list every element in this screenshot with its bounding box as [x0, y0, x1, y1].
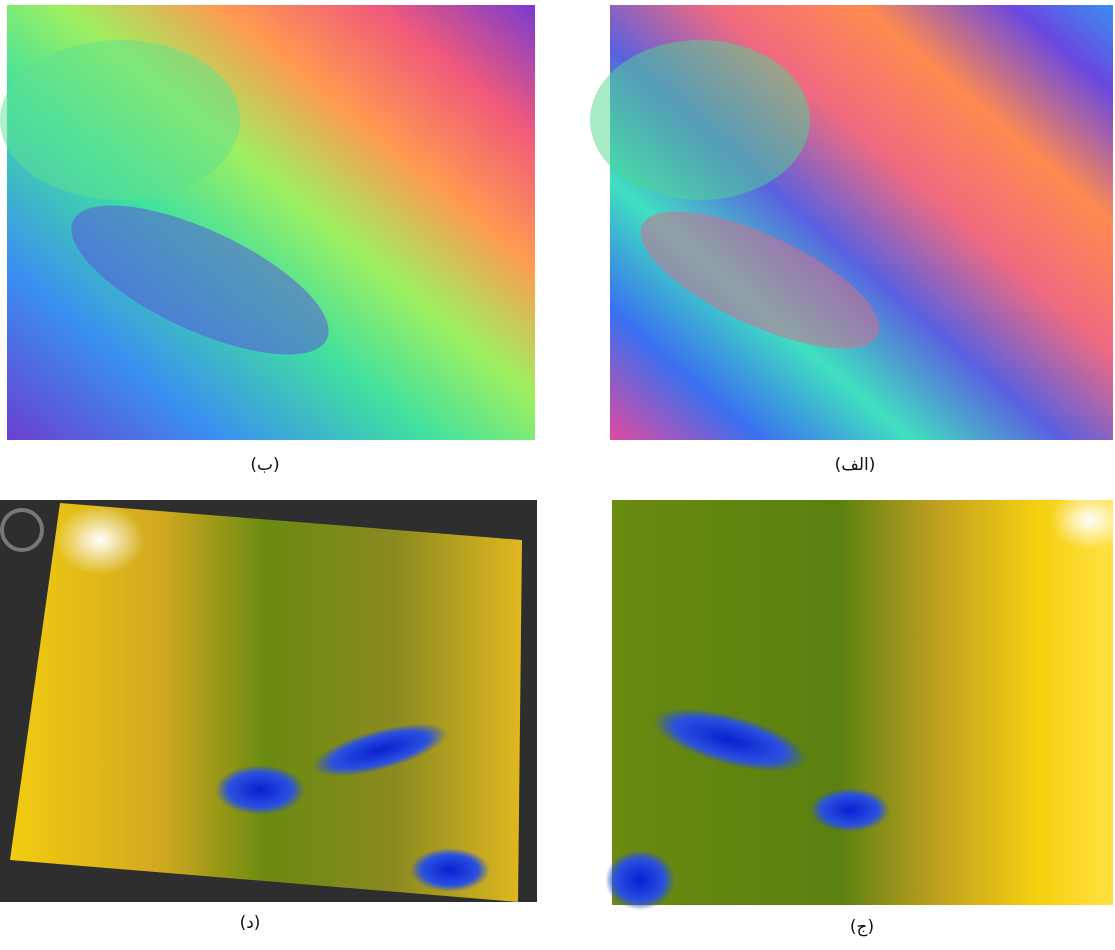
- panel-caption: (ب): [250, 455, 279, 475]
- panel-c-image: [605, 490, 1115, 910]
- panel-caption: (ج): [850, 917, 874, 937]
- panel-b-image: [0, 5, 535, 440]
- figure: (ب) (الف) (د) (ج): [0, 0, 1115, 946]
- panel-d-image: [0, 500, 537, 902]
- panel-caption: (د): [240, 913, 261, 933]
- panel-caption: (الف): [835, 455, 876, 475]
- panel-a-image: [590, 5, 1113, 440]
